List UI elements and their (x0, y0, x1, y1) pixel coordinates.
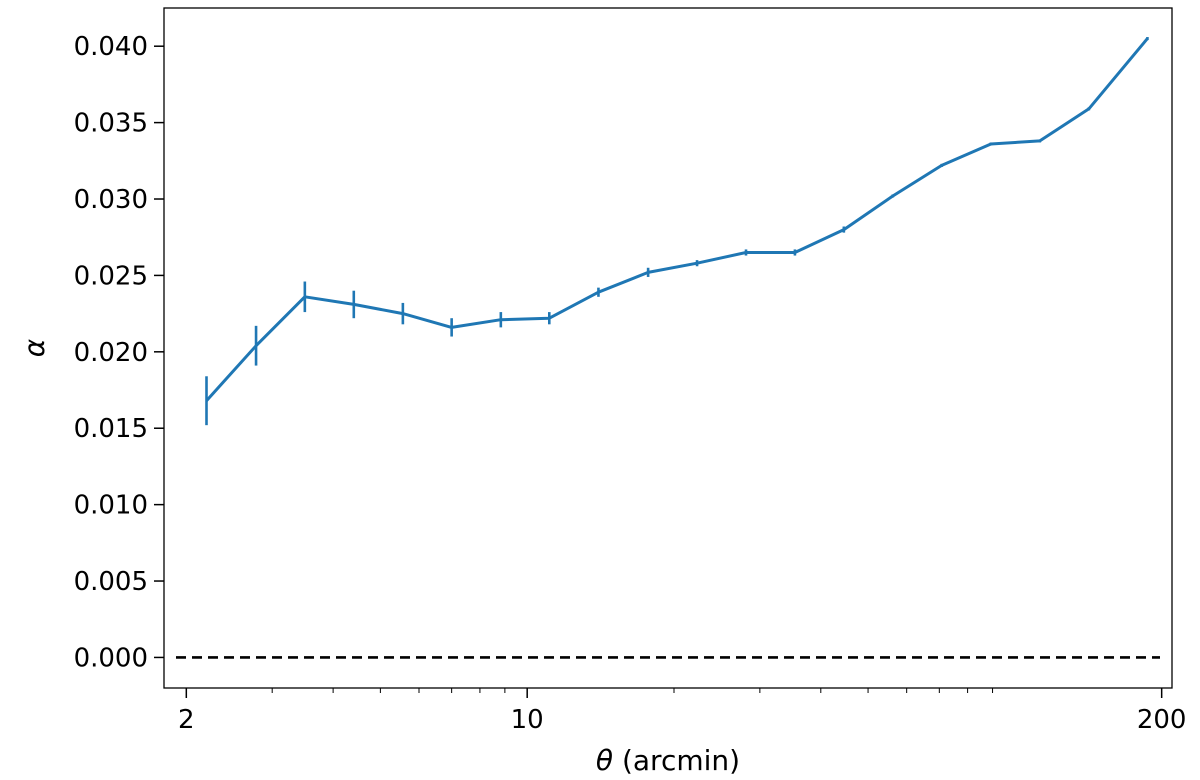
y-tick-label: 0.020 (74, 338, 148, 368)
y-tick-label: 0.025 (74, 261, 148, 291)
x-axis-label: θ (arcmin) (596, 744, 740, 777)
series-line (205, 37, 1149, 402)
y-tick-label: 0.035 (74, 109, 148, 139)
y-tick-label: 0.030 (74, 185, 148, 215)
y-tick-label: 0.000 (74, 643, 148, 673)
y-tick-label: 0.015 (74, 414, 148, 444)
plot-frame (163, 7, 1173, 689)
y-axis-label: α (18, 338, 51, 357)
x-tick-label: 200 (1137, 705, 1187, 735)
x-tick-label: 10 (511, 705, 544, 735)
y-tick-label: 0.040 (74, 32, 148, 62)
y-axis-ticks: 0.000 0.005 0.010 0.015 0.020 0.025 0.030 0.035… (74, 32, 164, 673)
y-tick-label: 0.010 (74, 491, 148, 521)
x-axis-ticks: 2 10 200 (178, 688, 1186, 735)
series-layer (205, 37, 1149, 426)
x-tick-label: 2 (178, 705, 195, 735)
y-tick-label: 0.005 (74, 567, 148, 597)
